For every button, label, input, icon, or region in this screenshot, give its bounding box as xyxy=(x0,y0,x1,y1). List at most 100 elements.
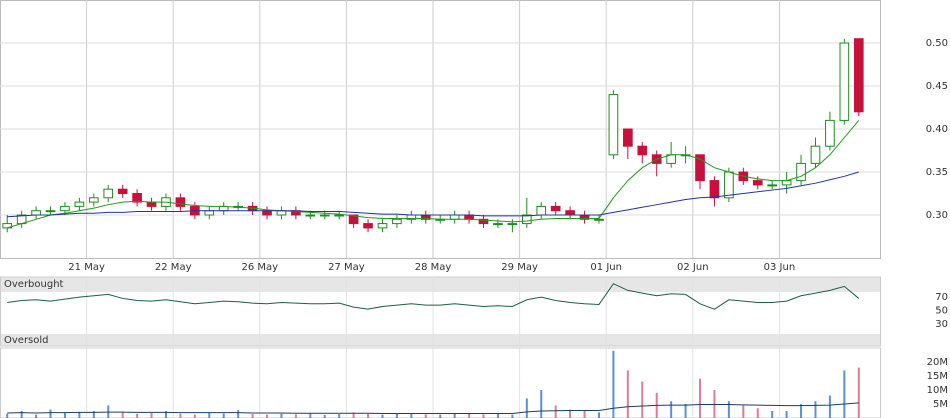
x-tick-label: 03 Jun xyxy=(764,262,796,273)
candle-body xyxy=(2,223,13,229)
volume-average xyxy=(7,402,859,415)
volume-bar xyxy=(742,405,745,418)
candle-body xyxy=(132,193,142,203)
moving-average xyxy=(7,120,860,229)
candle-body xyxy=(88,197,99,203)
volume-bar xyxy=(785,411,788,418)
y-tick-label: 0.35 xyxy=(926,167,948,178)
volume-bar xyxy=(843,370,846,418)
x-tick-label: 02 Jun xyxy=(677,262,709,273)
candle-body xyxy=(594,218,604,221)
volume-bar xyxy=(641,381,644,418)
volume-bar xyxy=(367,413,370,418)
candle-body xyxy=(565,210,575,216)
candle-body xyxy=(695,154,705,182)
candle-body xyxy=(392,218,402,225)
y-tick-label: 20M xyxy=(927,357,948,368)
volume-bar xyxy=(63,412,66,418)
annotation: Oversold xyxy=(4,335,49,346)
volume-bar xyxy=(193,414,196,418)
volume-bar xyxy=(352,412,355,418)
volume-bar xyxy=(222,413,225,418)
candle-body xyxy=(204,210,215,216)
volume-bar xyxy=(511,414,514,418)
y-tick-label: 0.50 xyxy=(926,38,948,49)
volume-bar xyxy=(525,398,528,418)
candle-body xyxy=(377,223,388,229)
y-tick-label: 10M xyxy=(927,385,948,396)
volume-bar xyxy=(857,367,860,418)
candle-body xyxy=(74,201,85,207)
x-tick-label: 22 May xyxy=(155,262,192,273)
candle-body xyxy=(637,145,648,156)
volume-bar xyxy=(338,414,341,418)
volume-bar xyxy=(828,395,831,418)
volume-bar xyxy=(670,401,673,418)
volume-bar xyxy=(626,370,629,418)
x-tick-label: 27 May xyxy=(328,262,365,273)
candle-body xyxy=(752,180,763,186)
volume-bar xyxy=(150,412,153,418)
candle-body xyxy=(103,188,114,199)
candle-body xyxy=(810,145,821,164)
volume-bar xyxy=(597,412,600,418)
rsi-line xyxy=(7,283,860,310)
volume-bar xyxy=(294,414,297,418)
volume-panel xyxy=(0,347,881,418)
volume-bar xyxy=(453,413,456,418)
candle-body xyxy=(623,128,633,147)
moving-average xyxy=(7,171,859,218)
volume-bar xyxy=(540,390,543,418)
volume-bar xyxy=(251,414,254,418)
volume-bar xyxy=(381,414,384,418)
candle-body xyxy=(825,119,835,147)
rsi-panel xyxy=(0,276,881,347)
y-tick-label: 50 xyxy=(935,306,948,317)
candle-body xyxy=(334,214,345,217)
volume-bar xyxy=(323,414,326,418)
indicator-band xyxy=(0,277,880,292)
candle-body xyxy=(839,42,850,121)
y-tick-label: 15M xyxy=(927,371,948,382)
x-tick-label: 26 May xyxy=(242,262,279,273)
volume-bar xyxy=(482,414,485,418)
candle-body xyxy=(781,180,792,186)
y-tick-label: 70 xyxy=(935,292,948,303)
volume-bar xyxy=(208,412,211,418)
candle-body xyxy=(796,162,806,182)
volume-bar xyxy=(136,413,139,418)
candle-body xyxy=(60,205,70,212)
volume-bar xyxy=(814,401,817,418)
volume-bar xyxy=(395,412,398,418)
volume-bar xyxy=(583,411,586,418)
volume-bar xyxy=(266,414,269,418)
volume-bar xyxy=(569,409,572,418)
volume-bar xyxy=(554,405,557,418)
volume-bar xyxy=(439,414,442,418)
candle-body xyxy=(507,223,518,226)
candle-body xyxy=(146,201,157,207)
annotation: Overbought xyxy=(4,279,64,290)
candle-body xyxy=(348,214,359,225)
volume-bar xyxy=(756,408,759,418)
y-tick-label: 5M xyxy=(933,399,948,410)
volume-bar xyxy=(121,412,124,418)
volume-bar xyxy=(800,404,803,418)
candle-body xyxy=(478,218,489,225)
candle-body xyxy=(767,184,778,187)
y-tick-label: 30 xyxy=(935,319,948,330)
candle-body xyxy=(521,214,532,225)
candle-body xyxy=(608,94,619,156)
volume-bar xyxy=(49,409,52,418)
candle-body xyxy=(117,188,128,194)
volume-bar xyxy=(713,390,716,418)
candle-body xyxy=(493,223,503,226)
volume-bar xyxy=(92,411,95,418)
volume-bar xyxy=(410,414,413,418)
candle-body xyxy=(31,210,41,216)
volume-bar xyxy=(309,412,312,418)
y-tick-label: 0.45 xyxy=(926,81,948,92)
candle-body xyxy=(853,38,864,113)
volume-bar xyxy=(424,414,427,418)
candle-body xyxy=(550,205,561,212)
